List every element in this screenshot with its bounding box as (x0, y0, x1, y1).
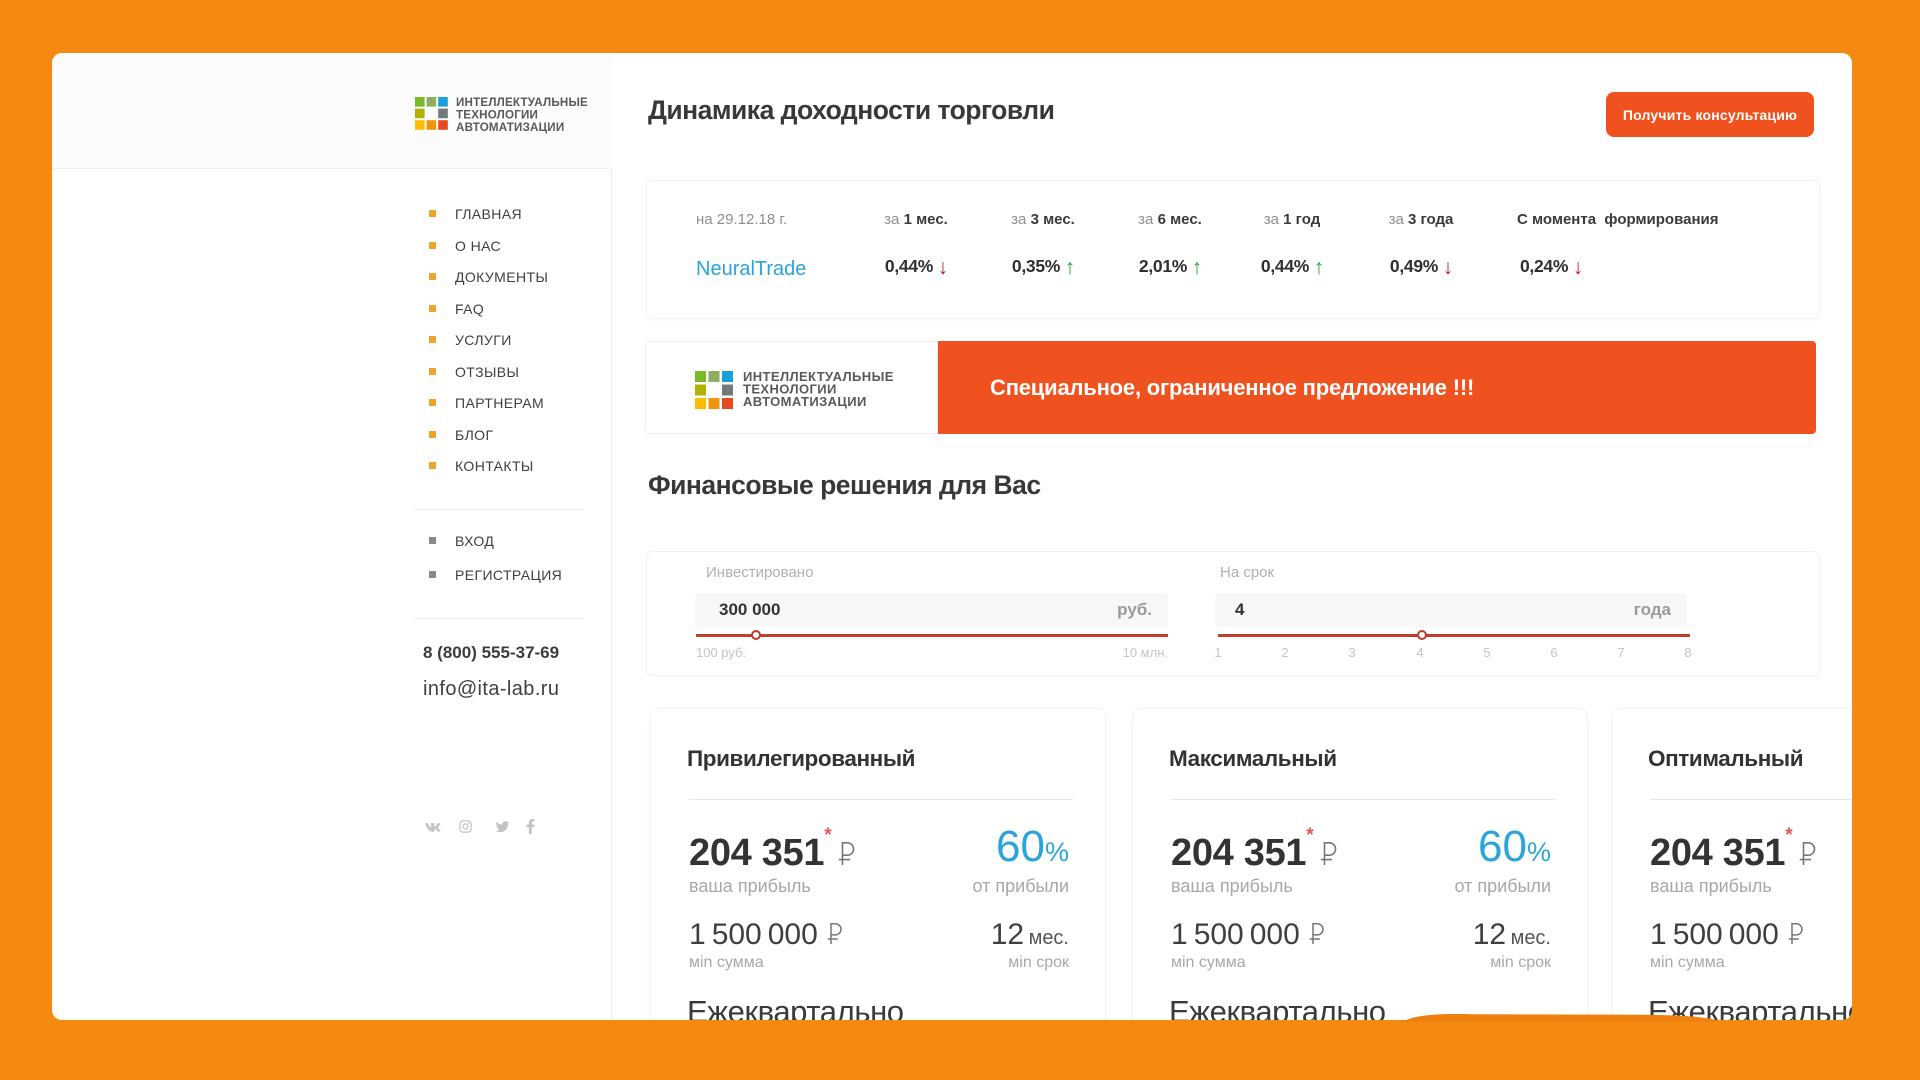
svg-text:ТЕХНОЛОГИИ: ТЕХНОЛОГИИ (456, 109, 538, 122)
svg-text:ИНТЕЛЛЕКТУАЛЬНЫЕ: ИНТЕЛЛЕКТУАЛЬНЫЕ (456, 97, 588, 109)
svg-text:ТЕХНОЛОГИИ: ТЕХНОЛОГИИ (743, 382, 837, 397)
svg-text:ИНТЕЛЛЕКТУАЛЬНЫЕ: ИНТЕЛЛЕКТУАЛЬНЫЕ (743, 371, 894, 384)
svg-text:АВТОМАТИЗАЦИИ: АВТОМАТИЗАЦИИ (743, 394, 867, 409)
svg-text:АВТОМАТИЗАЦИИ: АВТОМАТИЗАЦИИ (456, 121, 564, 134)
